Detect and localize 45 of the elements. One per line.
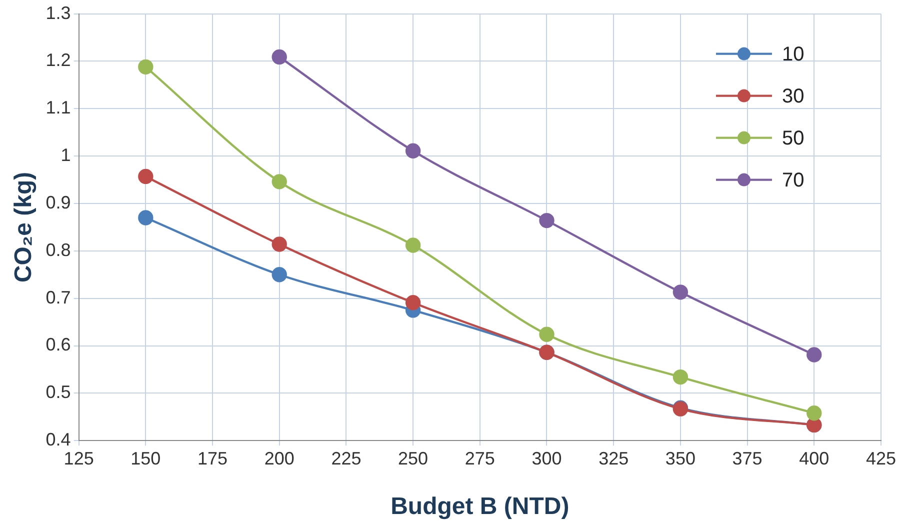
y-tick-label: 0.5 [46, 382, 71, 402]
legend-label: 10 [782, 43, 804, 66]
point [539, 212, 554, 228]
y-tick-label: 1.1 [46, 98, 71, 118]
point [806, 347, 822, 362]
y-tick-label: 0.8 [46, 240, 71, 260]
y-tick-label: 1.3 [46, 2, 71, 23]
point [272, 236, 287, 252]
x-tick-label: 325 [598, 448, 629, 468]
y-tick-label: 0.4 [46, 430, 71, 450]
point [138, 59, 154, 75]
x-tick-label: 150 [130, 448, 161, 468]
point [272, 174, 287, 190]
point [672, 284, 688, 300]
y-tick-label: 0.6 [46, 334, 71, 355]
y-tick-label: 0.9 [46, 192, 71, 212]
legend-label: 30 [782, 85, 804, 108]
x-tick-label: 275 [464, 448, 495, 468]
x-tick-label: 425 [866, 448, 896, 468]
point [405, 143, 421, 158]
x-tick-label: 400 [799, 448, 830, 468]
y-tick-label: 1 [60, 145, 71, 166]
x-tick-label: 125 [64, 448, 94, 468]
point [138, 168, 154, 184]
point [539, 326, 554, 342]
point [272, 49, 287, 65]
point [672, 369, 688, 385]
x-tick-label: 350 [665, 448, 696, 468]
point [405, 238, 421, 253]
legend-label: 70 [782, 169, 804, 192]
point [272, 267, 287, 282]
y-tick-label: 1.2 [46, 50, 71, 70]
y-tick-label: 0.7 [46, 287, 71, 308]
x-tick-label: 200 [264, 448, 294, 468]
x-tick-label: 225 [331, 448, 362, 468]
x-tick-label: 175 [197, 448, 228, 468]
point [138, 210, 154, 226]
point [806, 405, 822, 421]
y-axis-title: CO₂e (kg) [10, 172, 38, 283]
point [405, 295, 421, 310]
x-tick-label: 300 [532, 448, 562, 468]
x-axis-title: Budget B (NTD) [390, 493, 570, 520]
legend-label: 50 [782, 127, 804, 150]
x-tick-label: 250 [398, 448, 428, 468]
x-tick-label: 375 [732, 448, 762, 468]
